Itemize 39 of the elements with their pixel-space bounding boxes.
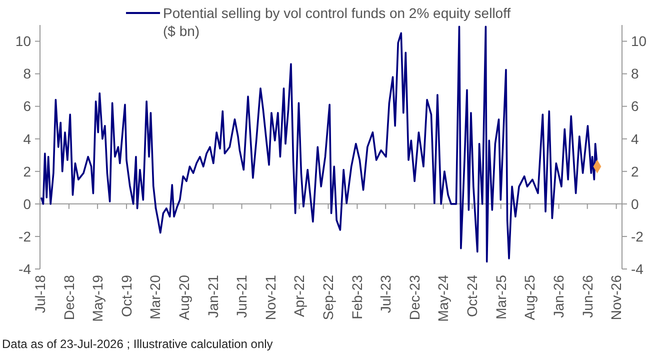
x-tick-label: May-24 bbox=[435, 274, 452, 322]
text: Data as of 23-Jul-2026 ; Illustrative calculation only bbox=[2, 337, 273, 351]
x-tick-label: Jan-21 bbox=[205, 274, 222, 318]
y-tick-label: -2 bbox=[18, 228, 32, 244]
y-tick-label: 10 bbox=[15, 33, 32, 50]
x-tick-label: Nov-21 bbox=[262, 274, 279, 320]
y-tick-label: 0 bbox=[23, 196, 32, 212]
x-tick-label: Mar-20 bbox=[147, 274, 164, 320]
y-tick-label: 2 bbox=[23, 163, 32, 180]
x-tick-label: Jan-26 bbox=[550, 274, 567, 318]
x-tick-label: Sep-22 bbox=[320, 274, 336, 320]
y-tick-label: 4 bbox=[23, 130, 32, 147]
y2-tick-label: -4 bbox=[631, 260, 644, 277]
x-tick-label: May-19 bbox=[89, 274, 106, 322]
x-tick-label: Jun-21 bbox=[234, 274, 250, 318]
y-tick-label: -4 bbox=[18, 260, 32, 277]
y-tick-label: 6 bbox=[23, 98, 32, 114]
x-tick-label: Dec-18 bbox=[60, 274, 77, 320]
y2-tick-label: 2 bbox=[631, 163, 639, 180]
y2-tick-label: 4 bbox=[631, 130, 639, 147]
y2-tick-label: 6 bbox=[631, 98, 639, 114]
y2-tick-label: 10 bbox=[631, 33, 647, 50]
x-tick-label: Jul-23 bbox=[378, 274, 394, 314]
y-tick-label: 8 bbox=[23, 66, 32, 82]
x-tick-label: Jun-26 bbox=[579, 274, 596, 318]
y2-tick-label: 0 bbox=[631, 196, 639, 212]
x-tick-label: Aug-20 bbox=[176, 274, 192, 320]
x-tick-label: Apr-22 bbox=[291, 274, 308, 318]
x-tick-label: Oct-19 bbox=[118, 274, 134, 318]
x-tick-label: Nov-26 bbox=[608, 274, 624, 320]
y2-tick-label: -2 bbox=[631, 228, 644, 244]
legend-label: Potential selling by vol control funds on 2% equity selloff ($ bn) bbox=[163, 4, 511, 39]
x-tick-label: Oct-24 bbox=[464, 274, 480, 318]
y2-tick-label: 8 bbox=[631, 66, 639, 82]
x-tick-label: Aug-25 bbox=[522, 274, 538, 320]
x-tick-label: Jul-18 bbox=[32, 274, 48, 314]
x-tick-label: Feb-23 bbox=[349, 274, 366, 320]
x-tick-label: Mar-25 bbox=[492, 274, 509, 320]
x-tick-label: Dec-23 bbox=[406, 274, 422, 320]
